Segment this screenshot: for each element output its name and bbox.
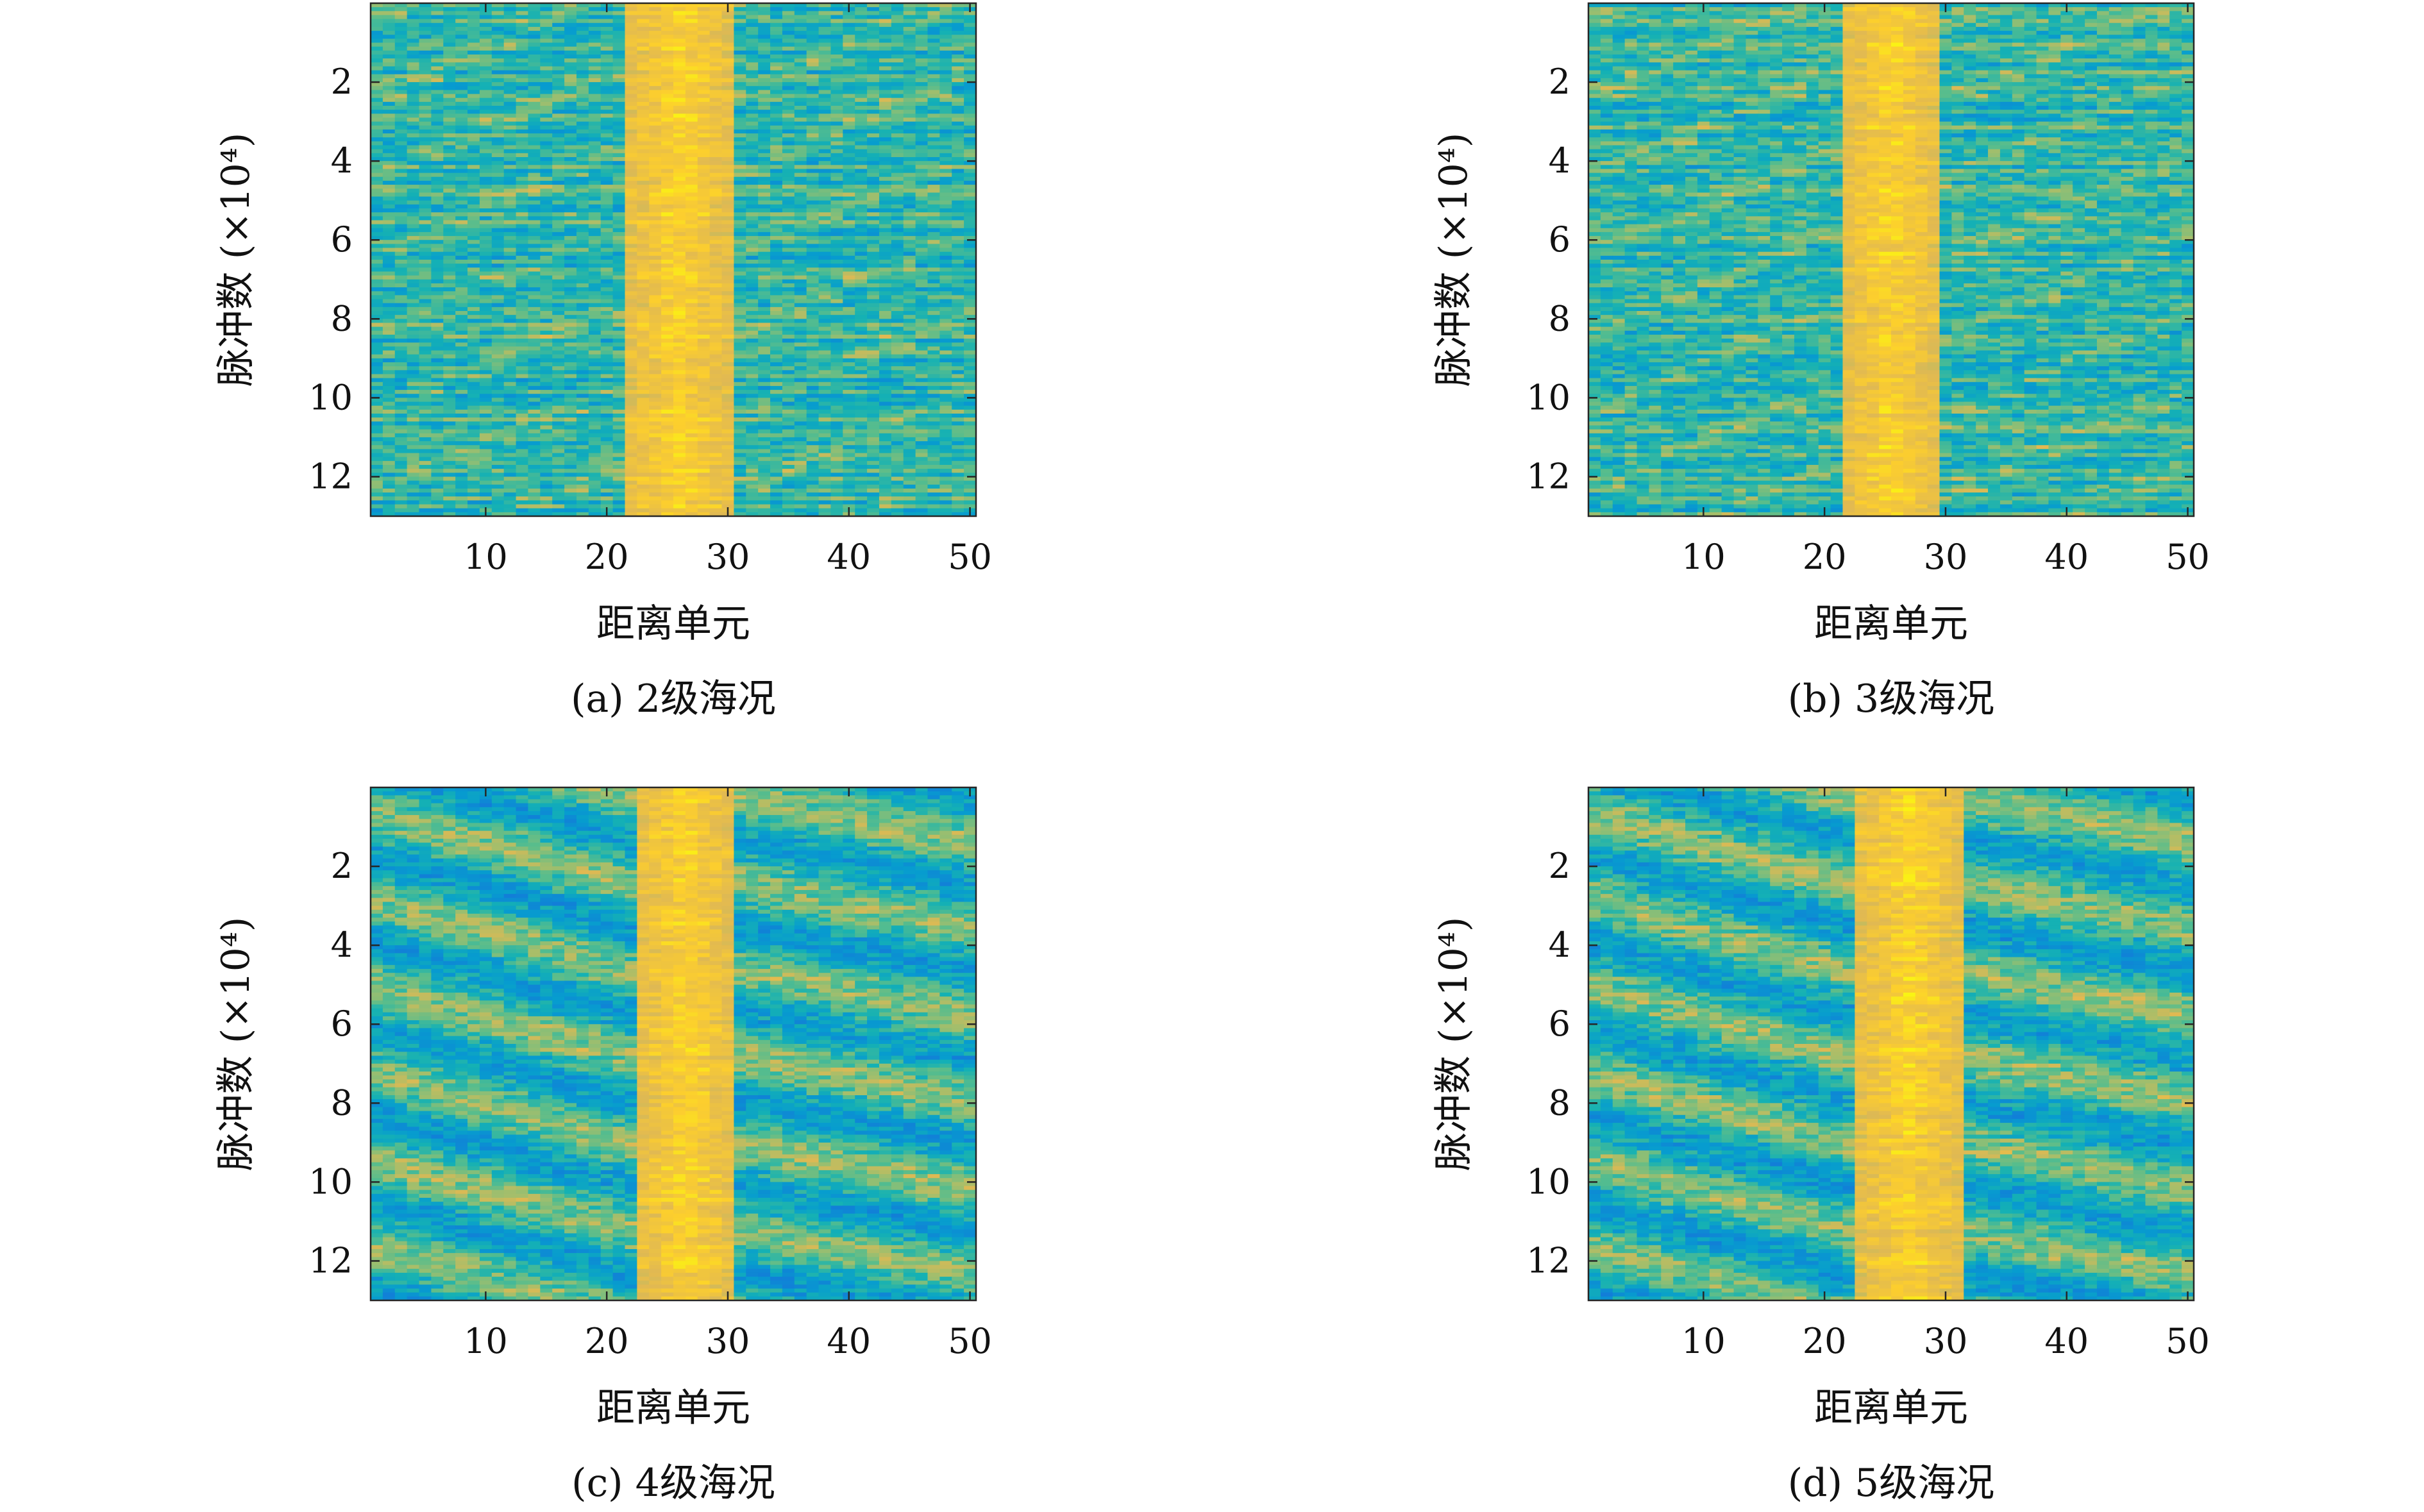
heatmap-cells <box>371 3 976 516</box>
x-axis-label: 距离单元 <box>1814 601 1968 646</box>
y-tick-label: 4 <box>331 925 353 965</box>
x-axis-label: 距离单元 <box>596 1386 750 1431</box>
x-tick-label: 20 <box>1803 1321 1847 1361</box>
x-tick-label: 40 <box>2044 537 2089 577</box>
y-tick-label: 2 <box>331 846 353 886</box>
axes-frame <box>1587 2 2195 517</box>
x-tick-label: 40 <box>827 1321 871 1361</box>
subfigure-caption: (d) 5级海况 <box>1788 1461 1994 1506</box>
y-tick-label: 10 <box>1526 377 1570 417</box>
y-tick-label: 10 <box>1526 1161 1570 1202</box>
y-axis-label: 脉冲数 (×10⁴) <box>1431 917 1476 1172</box>
y-tick-label: 6 <box>1549 219 1570 260</box>
panel-a: 10 20 30 40 50 2 4 6 8 10 12 距离单元 脉冲数 (×10⁴) (a) 2级海况 <box>214 2 992 721</box>
y-tick-label: 4 <box>331 140 353 181</box>
y-tick-label: 2 <box>331 62 353 102</box>
panel-d: 10 20 30 40 50 2 4 6 8 10 12 距离单元 脉冲数 (×10⁴) (d) 5级海况 <box>1431 786 2210 1506</box>
x-axis-label: 距离单元 <box>1814 1386 1968 1431</box>
heatmap-cells <box>1588 787 2194 1300</box>
axes-frame <box>1587 786 2195 1302</box>
x-tick-label: 50 <box>2166 1321 2210 1361</box>
x-tick-label: 30 <box>1924 537 1968 577</box>
y-axis-label: 脉冲数 (×10⁴) <box>214 917 258 1172</box>
panel-b: 10 20 30 40 50 2 4 6 8 10 12 距离单元 脉冲数 (×10⁴) (b) 3级海况 <box>1431 2 2210 721</box>
x-tick-label: 50 <box>2166 537 2210 577</box>
y-tick-label: 6 <box>331 219 353 260</box>
x-tick-label: 40 <box>827 537 871 577</box>
y-axis-label: 脉冲数 (×10⁴) <box>1431 133 1476 387</box>
panel-c: 10 20 30 40 50 2 4 6 8 10 12 距离单元 脉冲数 (×10⁴) (c) 4级海况 <box>214 786 992 1506</box>
x-tick-label: 20 <box>1803 537 1847 577</box>
x-tick-label: 50 <box>948 1321 992 1361</box>
y-tick-label: 10 <box>308 377 353 417</box>
x-tick-label: 10 <box>1681 537 1726 577</box>
x-tick-label: 10 <box>1681 1321 1726 1361</box>
subfigure-caption: (a) 2级海况 <box>571 676 776 721</box>
y-tick-label: 12 <box>1526 1240 1570 1281</box>
x-tick-label: 30 <box>1924 1321 1968 1361</box>
y-tick-label: 6 <box>331 1004 353 1044</box>
x-tick-label: 10 <box>464 1321 508 1361</box>
heatmap-cells <box>371 787 976 1300</box>
x-axis-label: 距离单元 <box>596 601 750 646</box>
heatmap-cells <box>1588 3 2194 516</box>
subfigure-caption: (c) 4级海况 <box>571 1461 775 1506</box>
y-tick-label: 8 <box>331 298 353 339</box>
y-tick-label: 8 <box>1549 298 1570 339</box>
y-tick-label: 2 <box>1549 846 1570 886</box>
y-tick-label: 8 <box>1549 1082 1570 1123</box>
axes-frame <box>369 2 977 517</box>
x-tick-label: 20 <box>585 1321 629 1361</box>
axes-frame <box>369 786 977 1302</box>
x-tick-label: 10 <box>464 537 508 577</box>
x-tick-label: 50 <box>948 537 992 577</box>
y-tick-label: 4 <box>1549 140 1570 181</box>
y-axis-label: 脉冲数 (×10⁴) <box>214 133 258 387</box>
y-tick-label: 8 <box>331 1082 353 1123</box>
x-tick-label: 40 <box>2044 1321 2089 1361</box>
y-tick-label: 12 <box>308 1240 353 1281</box>
y-tick-label: 4 <box>1549 925 1570 965</box>
subfigure-caption: (b) 3级海况 <box>1788 676 1994 721</box>
y-tick-label: 2 <box>1549 62 1570 102</box>
y-tick-label: 12 <box>1526 456 1570 496</box>
x-tick-label: 30 <box>706 537 750 577</box>
x-tick-label: 30 <box>706 1321 750 1361</box>
y-tick-label: 6 <box>1549 1004 1570 1044</box>
y-tick-label: 10 <box>308 1161 353 1202</box>
x-tick-label: 20 <box>585 537 629 577</box>
y-tick-label: 12 <box>308 456 353 496</box>
